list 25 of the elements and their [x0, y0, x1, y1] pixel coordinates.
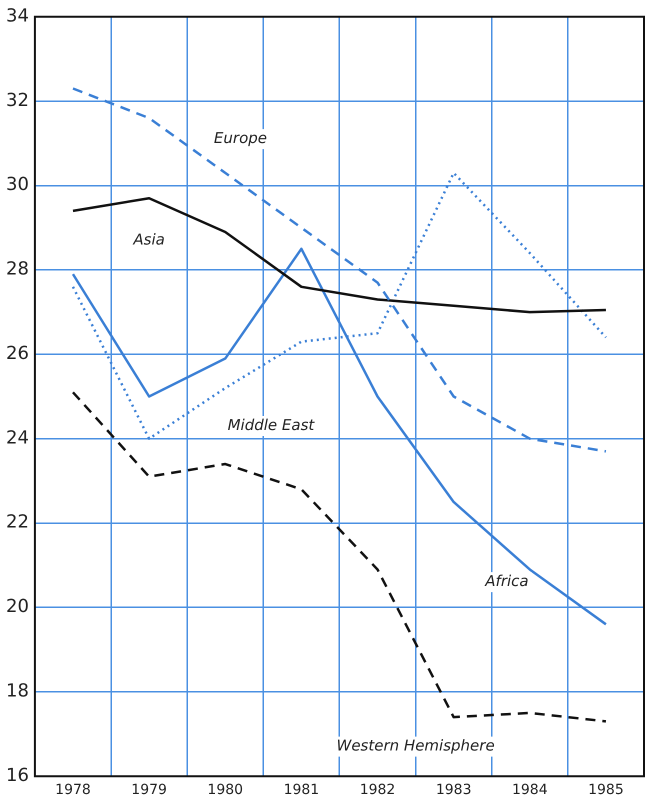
series-label: Africa — [484, 572, 529, 590]
series-label: Asia — [132, 230, 165, 248]
x-tick-label: 1980 — [207, 782, 244, 798]
series-label: Western Hemisphere — [336, 736, 495, 755]
x-tick-label: 1983 — [436, 782, 472, 798]
y-tick-label: 24 — [6, 427, 29, 448]
y-tick-label: 34 — [6, 5, 29, 26]
x-tick-label: 1984 — [512, 782, 548, 798]
x-tick-label: 1985 — [588, 782, 624, 798]
y-tick-label: 30 — [6, 174, 29, 196]
y-tick-label: 32 — [6, 90, 29, 111]
y-tick-label: 26 — [6, 342, 29, 364]
y-tick-label: 18 — [6, 680, 29, 702]
line-series — [72, 87, 608, 453]
series-label: Middle East — [228, 416, 316, 434]
x-tick-label: 1981 — [284, 782, 320, 798]
y-tick-label: 20 — [6, 596, 29, 618]
x-tick-label: 1979 — [131, 782, 167, 798]
line-series — [72, 391, 608, 723]
x-tick-label: 1982 — [360, 782, 396, 798]
series-label: Europe — [214, 129, 268, 148]
y-tick-label: 28 — [6, 258, 29, 280]
x-tick-label: 1978 — [55, 782, 91, 798]
y-tick-label: 16 — [6, 764, 29, 786]
y-tick-label: 22 — [6, 512, 29, 533]
